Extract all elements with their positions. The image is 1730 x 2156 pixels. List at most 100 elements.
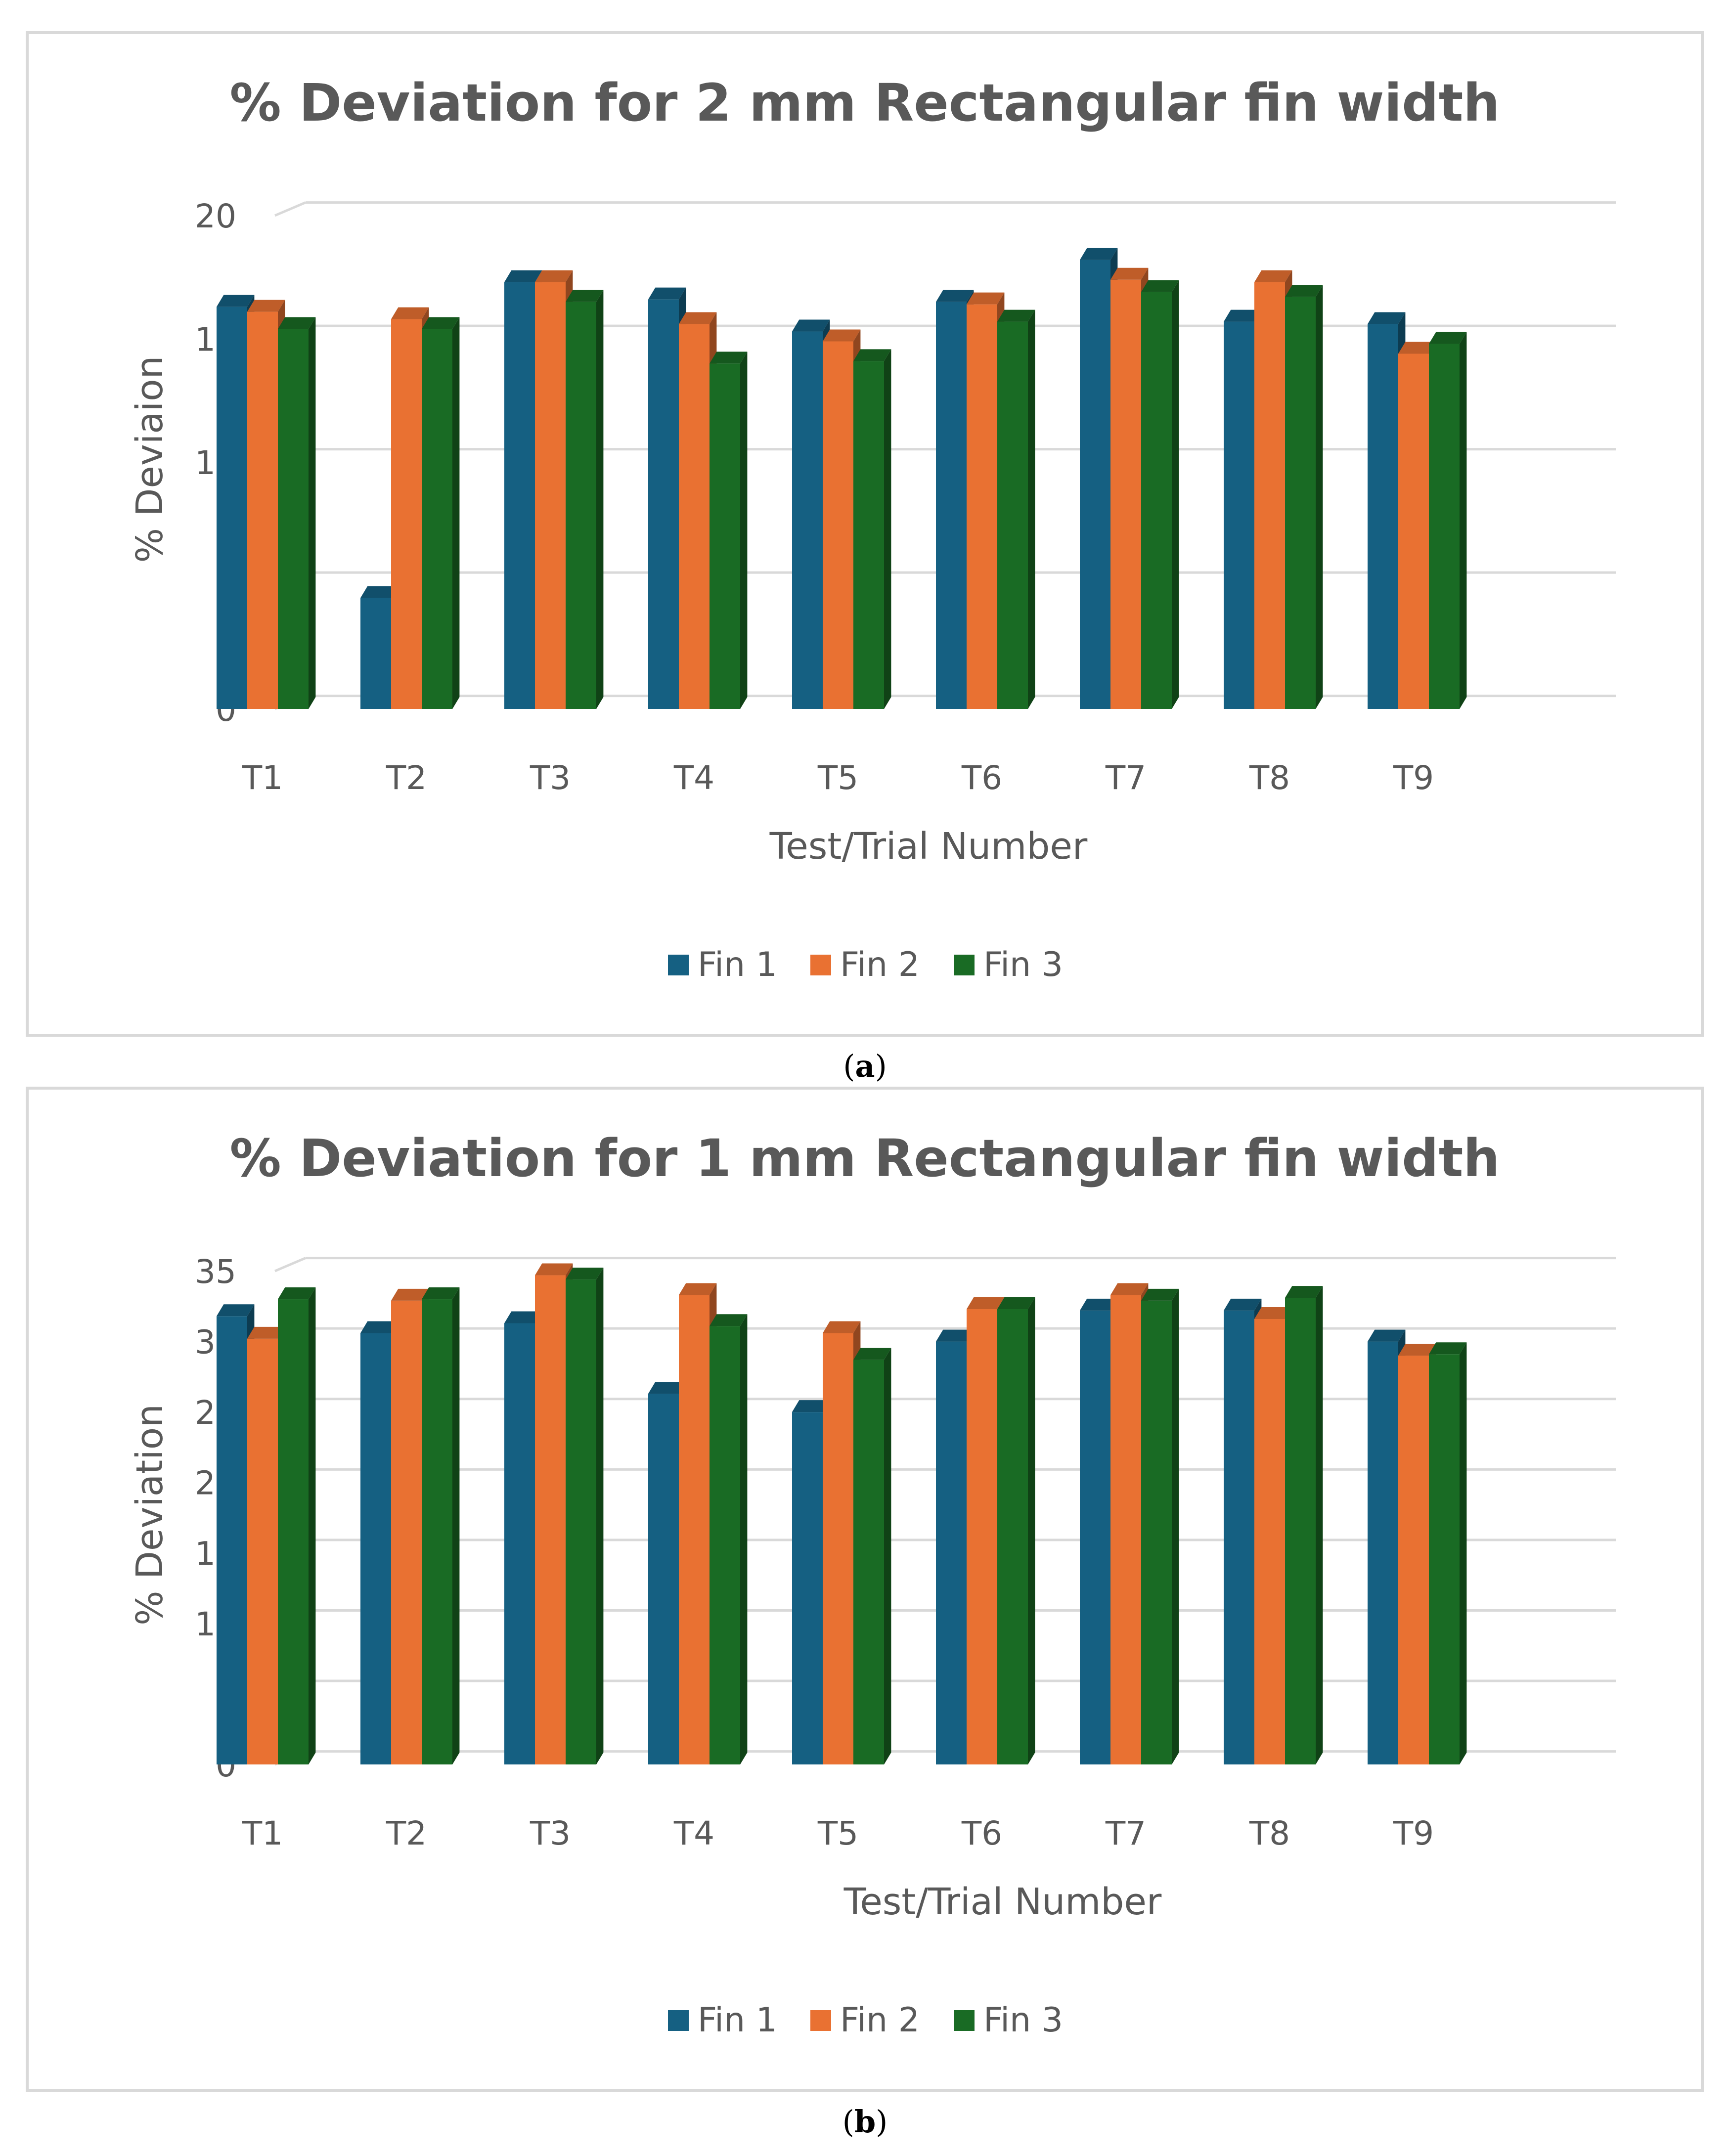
chart-b-bar-top xyxy=(967,1297,1005,1309)
chart-a-bar-top xyxy=(360,586,399,598)
chart-a-bar-fin1-t2 xyxy=(360,598,391,709)
chart-a-bar-fin2-t8 xyxy=(1254,282,1285,709)
chart-a-bar-top xyxy=(1368,312,1406,324)
chart-b-bar-top xyxy=(391,1288,429,1301)
chart-a-bar-fin3-t5 xyxy=(853,361,884,709)
chart-b-bar-fin1-t2 xyxy=(360,1333,391,1764)
chart-b-bar-top xyxy=(648,1382,686,1394)
chart-b-bar-side xyxy=(884,1348,891,1764)
chart-b-bar-fin3-t3 xyxy=(566,1279,596,1764)
chart-b-legend-swatch xyxy=(810,2010,831,2031)
chart-a-legend-label: Fin 1 xyxy=(698,945,777,984)
chart-a-bar-top xyxy=(936,290,974,302)
chart-a-bar-top xyxy=(217,295,255,307)
chart-b-x-tick: T8 xyxy=(1249,1814,1290,1852)
chart-a-bar-top xyxy=(1141,280,1179,292)
chart-b-bar-fin2-t4 xyxy=(679,1295,710,1764)
chart-a-legend-item: Fin 2 xyxy=(810,945,920,984)
chart-b-bar-fin3-t9 xyxy=(1429,1354,1460,1764)
chart-b-bar-fin1-t6 xyxy=(936,1341,967,1764)
chart-a-bar-top xyxy=(823,329,861,342)
chart-b-bar-top xyxy=(1368,1329,1406,1342)
chart-a-bar-top xyxy=(1110,267,1149,280)
chart-a-x-tick: T6 xyxy=(961,759,1002,797)
chart-b-bar-fin2-t1 xyxy=(247,1338,278,1764)
chart-b-bar-side xyxy=(309,1287,316,1764)
chart-a-bar-fin3-t7 xyxy=(1141,292,1172,709)
chart-a-bar-top xyxy=(853,349,891,361)
chart-a-bar-top xyxy=(792,319,830,332)
chart-a-bar-fin3-t6 xyxy=(997,321,1028,709)
chart-b-bar-top xyxy=(823,1321,861,1333)
chart-b-bar-top xyxy=(1429,1342,1467,1355)
chart-b-x-axis-title: Test/Trial Number xyxy=(843,1881,1162,1923)
chart-a-bar-top xyxy=(535,270,573,282)
chart-b-bar-side xyxy=(1172,1288,1179,1764)
chart-a-y-axis-title: % Deviaion xyxy=(129,356,171,563)
chart-b-x-tick: T9 xyxy=(1393,1814,1434,1852)
chart-a-x-tick: T3 xyxy=(530,759,571,797)
chart-a-bar-side xyxy=(740,352,748,709)
chart-a-legend-item: Fin 3 xyxy=(954,945,1063,984)
chart-b-bar-fin2-t7 xyxy=(1110,1295,1141,1764)
chart-a-bar-top xyxy=(422,317,460,329)
chart-b-bar-top xyxy=(792,1400,830,1412)
chart-a-bar-fin3-t9 xyxy=(1429,344,1460,709)
chart-b-bar-top xyxy=(997,1297,1035,1309)
chart-b-bar-fin2-t3 xyxy=(535,1275,566,1764)
chart-a-bar-top xyxy=(566,290,604,302)
chart-a-bar-side xyxy=(1316,285,1323,709)
chart-a-bar-fin1-t6 xyxy=(936,302,967,709)
chart-b-legend-item: Fin 2 xyxy=(810,2001,920,2040)
chart-b-bar-top xyxy=(422,1287,460,1300)
chart-a-bar-top xyxy=(1285,285,1323,297)
chart-a-x-tick: T5 xyxy=(817,759,858,797)
chart-a-bar-fin3-t3 xyxy=(566,302,596,709)
chart-b-bar-top xyxy=(710,1314,748,1326)
chart-b-bar-side xyxy=(1316,1286,1323,1764)
panel-label-a-letter: a xyxy=(855,1048,875,1084)
chart-a-title: % Deviation for 2 mm Rectangular fin wid… xyxy=(230,73,1500,133)
chart-a-bar-top xyxy=(1080,248,1118,260)
chart-b-legend-item: Fin 3 xyxy=(954,2001,1063,2040)
chart-a-bar-side xyxy=(1028,309,1035,709)
chart-a-bar-top xyxy=(1224,309,1262,322)
chart-a-bar-fin2-t4 xyxy=(679,324,710,709)
chart-b-x-tick: T5 xyxy=(817,1814,858,1852)
chart-a-bar-fin1-t3 xyxy=(504,282,535,709)
chart-a-bar-fin2-t9 xyxy=(1398,353,1429,709)
chart-a-bar-fin3-t2 xyxy=(422,329,452,709)
chart-a-bar-top xyxy=(1429,332,1467,344)
chart-a-bar-fin3-t8 xyxy=(1285,297,1316,709)
chart-b-bar-top xyxy=(1224,1298,1262,1311)
chart-b-legend-label: Fin 1 xyxy=(698,2001,777,2040)
chart-a-bar-fin1-t7 xyxy=(1080,260,1110,709)
chart-b-bar-side xyxy=(596,1268,604,1764)
chart-b-bar-fin3-t8 xyxy=(1285,1298,1316,1764)
chart-a-bar-top xyxy=(247,300,285,312)
chart-a-legend-label: Fin 2 xyxy=(840,945,920,984)
chart-b-y-axis-title: % Deviation xyxy=(129,1404,171,1626)
chart-b-bar-top xyxy=(1080,1298,1118,1311)
chart-a-bar-fin2-t6 xyxy=(967,304,997,709)
chart-b-svg: % Deviation for 1 mm Rectangular fin wid… xyxy=(129,1128,1616,2040)
chart-a-legend-swatch xyxy=(668,955,689,975)
chart-b-bar-fin2-t8 xyxy=(1254,1319,1285,1764)
chart-b-bar-side xyxy=(452,1287,460,1764)
chart-a-bar-fin1-t4 xyxy=(648,299,679,709)
chart-b-gridline-side xyxy=(274,1257,306,1273)
chart-b-bar-top xyxy=(247,1326,285,1339)
chart-a-bar-side xyxy=(309,317,316,709)
chart-b-bar-fin3-t4 xyxy=(710,1326,740,1764)
chart-b-y-tick: 35 xyxy=(195,1253,236,1291)
chart-a-bar-fin2-t1 xyxy=(247,311,278,709)
chart-a-bar-top xyxy=(967,292,1005,305)
chart-b-bar-fin1-t4 xyxy=(648,1394,679,1764)
chart-b-bar-top xyxy=(679,1283,717,1295)
chart-a-x-tick: T7 xyxy=(1105,759,1146,797)
chart-b-legend-swatch xyxy=(668,2010,689,2031)
chart-a-bar-fin1-t9 xyxy=(1368,324,1398,709)
chart-a-bar-fin1-t8 xyxy=(1224,321,1254,709)
chart-b-bar-fin1-t3 xyxy=(504,1323,535,1764)
chart-b-bar-fin2-t9 xyxy=(1398,1356,1429,1764)
